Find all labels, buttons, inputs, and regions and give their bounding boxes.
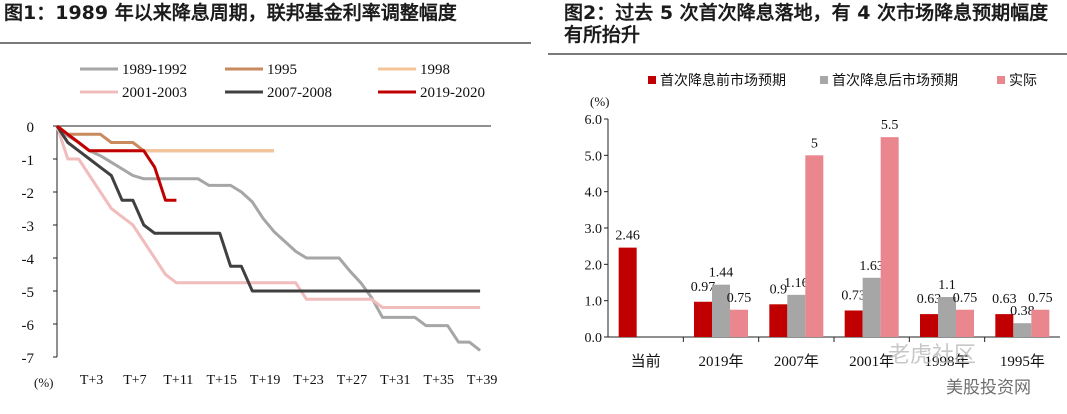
category-label: 2001年 [849,353,894,370]
legend-label: 2019-2020 [420,85,485,101]
legend-swatch [648,76,656,84]
bar-首次降息前市场预期 [995,314,1014,337]
data-label: 0.75 [1028,291,1053,306]
y-tick-label: 0 [27,120,35,136]
legend-label: 2007-2008 [267,85,332,101]
bar-实际 [956,309,974,337]
data-label: 2.46 [615,229,640,244]
x-tick-label: T+11 [163,373,193,388]
y-tick-label: -6 [22,318,35,334]
y-tick-label: 0.0 [585,331,603,346]
bar-实际 [880,137,899,337]
legend-label: 1998 [420,62,450,78]
y-tick-label: 2.0 [585,258,603,273]
title-rule [548,53,1067,55]
chart-panel-2: 图2：过去 5 次首次降息落地，有 4 次市场降息预期幅度有所抬升 0.0 1.0… [548,0,1067,414]
y-tick-label: -3 [22,219,35,235]
series-line-2001-2003 [55,125,481,309]
chart-panel-1: 图1：1989 年以来降息周期，联邦基金利率调整幅度 0 -1 -2 -3 -4 -5 -6… [0,0,531,414]
category-label: 2019年 [698,353,743,370]
legend-label: 1989-1992 [122,62,187,78]
line-chart: 0 -1 -2 -3 -4 -5 -6 -7 T+3 T+7 T+11 T+15 T+19 T+23 T+2… [22,62,498,390]
category-label: 2007年 [774,353,819,370]
bar-首次降息前市场预期 [920,314,938,337]
chart-2-title: 图2：过去 5 次首次降息落地，有 4 次市场降息预期幅度有所抬升 [564,2,1049,46]
x-tick-label: T+27 [337,373,367,388]
legend-swatch [820,76,828,84]
y-tick-label: -7 [22,351,35,367]
y-tick-label: -5 [22,285,35,301]
series-line-2007-2008 [55,125,481,293]
y-tick-label: 6.0 [585,113,603,128]
bar-实际 [805,155,824,337]
legend-label: 1995 [267,62,297,78]
title-rule [0,42,531,44]
x-tick-label: T+7 [123,373,146,388]
category-label: 1995年 [1000,353,1045,370]
data-label: 1.1 [938,278,956,293]
x-tick-label: T+31 [380,373,410,388]
x-tick-label: T+35 [424,373,454,388]
data-label: 0.9 [770,282,788,297]
y-tick-label: 4.0 [585,186,603,201]
data-label: 0.38 [1010,304,1035,319]
data-label: 0.75 [727,291,752,306]
category-label: 当前 [631,353,661,370]
x-tick-label: T+19 [250,373,280,388]
y-tick-label: -2 [22,186,35,202]
y-tick-label: 5.0 [585,149,603,164]
bar-首次降息后市场预期 [1013,323,1032,337]
x-tick-label: T+23 [293,373,323,388]
data-label: 0.63 [917,292,942,307]
x-tick-label: T+3 [80,373,103,388]
bar-首次降息后市场预期 [938,297,956,337]
bar-实际 [730,309,748,337]
chart-1-title: 图1：1989 年以来降息周期，联邦基金利率调整幅度 [4,2,457,24]
bar-首次降息前市场预期 [769,304,788,337]
bar-首次降息前市场预期 [618,247,637,337]
legend-label: 首次降息前市场预期 [660,72,786,89]
legend-label: 2001-2003 [122,85,187,101]
bar-实际 [1031,309,1050,337]
y-tick-label: -4 [22,252,35,268]
bar-首次降息后市场预期 [712,284,730,337]
data-label: 0.75 [953,291,978,306]
bar-chart: 0.0 1.0 2.0 3.0 4.0 5.0 6.0 (%) 当前 2019年 2007年 2001… [585,72,1060,398]
bar-首次降息后市场预期 [862,277,881,337]
x-tick-label: T+39 [467,373,497,388]
data-label: 1.44 [709,266,734,281]
data-label: 5.5 [881,118,899,133]
legend-label: 实际 [1009,73,1037,89]
series-line-1998 [56,124,274,153]
data-label: 1.16 [784,276,809,291]
y-tick-label: 1.0 [585,295,603,310]
series-line-1995 [56,124,274,153]
watermark-text: 老虎社区 [888,343,976,368]
data-label: 0.63 [992,292,1017,307]
legend-swatch [997,76,1005,84]
legend-label: 首次降息后市场预期 [832,72,958,89]
y-unit-label: (%) [34,375,54,390]
bar-首次降息前市场预期 [694,301,712,337]
bar-首次降息前市场预期 [844,310,863,337]
x-tick-label: T+15 [207,373,237,388]
y-tick-label: 3.0 [585,222,603,237]
data-label: 0.97 [691,280,716,295]
y-unit-label: (%) [590,94,610,109]
series-line-1989-1992 [55,124,482,352]
category-label: 1998年 [924,353,969,370]
data-label: 1.63 [859,259,884,274]
bar-首次降息后市场预期 [787,294,806,337]
data-label: 5 [811,136,818,151]
series-line-2019-2020 [56,124,177,202]
data-label: 0.73 [841,288,866,303]
watermark-text: 美股投资网 [946,378,1031,398]
y-tick-label: -1 [22,153,35,169]
